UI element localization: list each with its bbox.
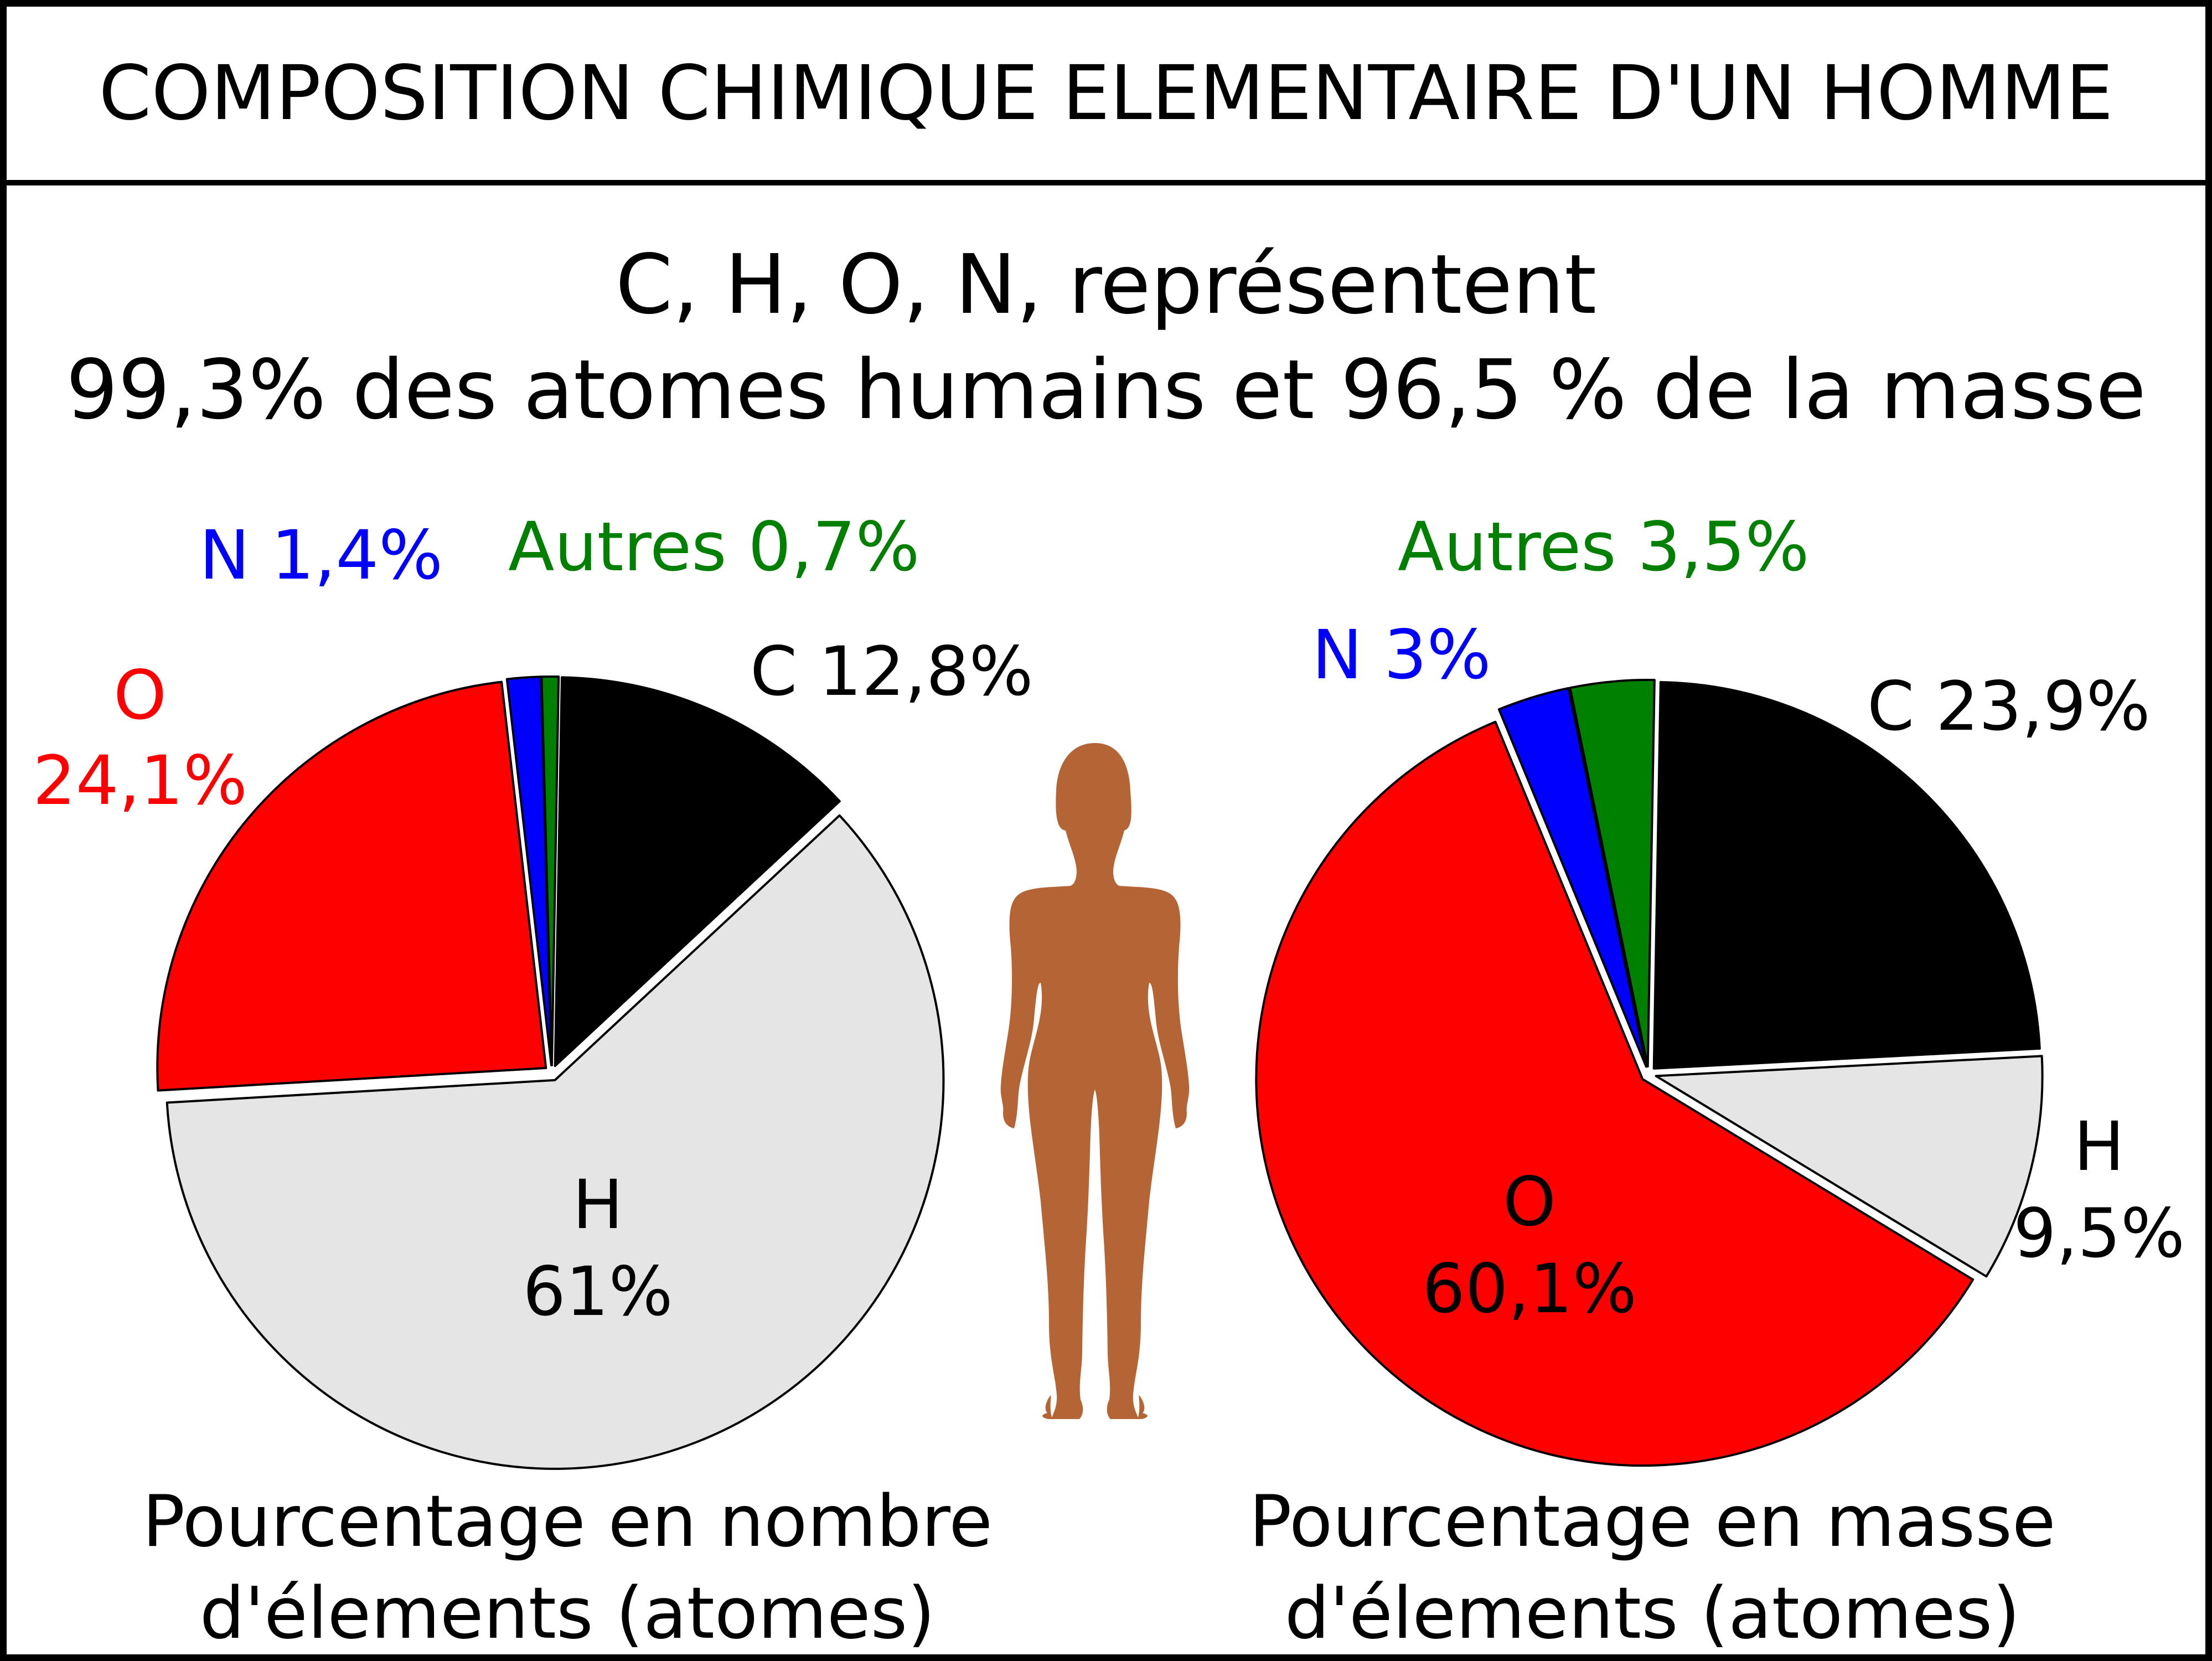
label-atoms-o-value: 24,1% xyxy=(33,741,247,820)
page-title: COMPOSITION CHIMIQUE ELEMENTAIRE D'UN HO… xyxy=(99,50,2113,137)
pie-slice-mass-h xyxy=(1655,1055,2044,1278)
label-atoms-c: C 12,8% xyxy=(750,632,1033,711)
pie-slice-mass-n xyxy=(1497,687,1647,1068)
pie-slice-atoms-autres xyxy=(540,675,560,1066)
human-silhouette-icon xyxy=(1000,743,1190,1419)
pie-slice-atoms-h xyxy=(166,814,945,1470)
labels-mass: C 23,9% H 9,5% O 60,1% N 3% Autres 3,5% xyxy=(1312,508,2185,1328)
label-mass-h-name: H xyxy=(2074,1107,2125,1186)
captions: Pourcentage en nombre d'élements (atomes… xyxy=(142,1481,2056,1655)
subtitle-line-1: C, H, O, N, représentent xyxy=(616,237,1596,332)
label-atoms-n: N 1,4% xyxy=(199,516,443,595)
pie-slice-mass-autres xyxy=(1569,679,1656,1068)
label-atoms-o-name: O xyxy=(113,656,167,735)
label-atoms-h-name: H xyxy=(572,1165,623,1244)
pie-slice-atoms-o xyxy=(156,680,547,1092)
pie-chart-atoms xyxy=(156,675,945,1470)
label-mass-autres: Autres 3,5% xyxy=(1398,508,1809,586)
subtitle-line-2: 99,3% des atomes humains et 96,5 % de la… xyxy=(66,342,2146,437)
label-mass-o-name: O xyxy=(1503,1163,1556,1241)
caption-mass-line-2: d'élements (atomes) xyxy=(1285,1572,2020,1655)
pie-chart-mass xyxy=(1255,679,2044,1467)
pie-slice-mass-o xyxy=(1255,720,1975,1467)
caption-atoms-line-1: Pourcentage en nombre xyxy=(142,1481,993,1563)
label-atoms-h-value: 61% xyxy=(523,1252,673,1331)
label-mass-h-value: 9,5% xyxy=(2013,1194,2185,1273)
labels-atoms: C 12,8% H 61% O 24,1% N 1,4% Autres 0,7% xyxy=(33,508,1033,1331)
caption-mass-line-1: Pourcentage en masse xyxy=(1249,1481,2055,1563)
label-mass-c: C 23,9% xyxy=(1867,667,2151,746)
pie-slice-mass-c xyxy=(1652,681,2041,1070)
label-mass-o-value: 60,1% xyxy=(1422,1250,1637,1328)
label-atoms-autres: Autres 0,7% xyxy=(508,508,919,586)
caption-atoms-line-2: d'élements (atomes) xyxy=(200,1572,936,1655)
label-mass-n: N 3% xyxy=(1312,616,1491,694)
pie-slice-atoms-c xyxy=(554,676,841,1067)
